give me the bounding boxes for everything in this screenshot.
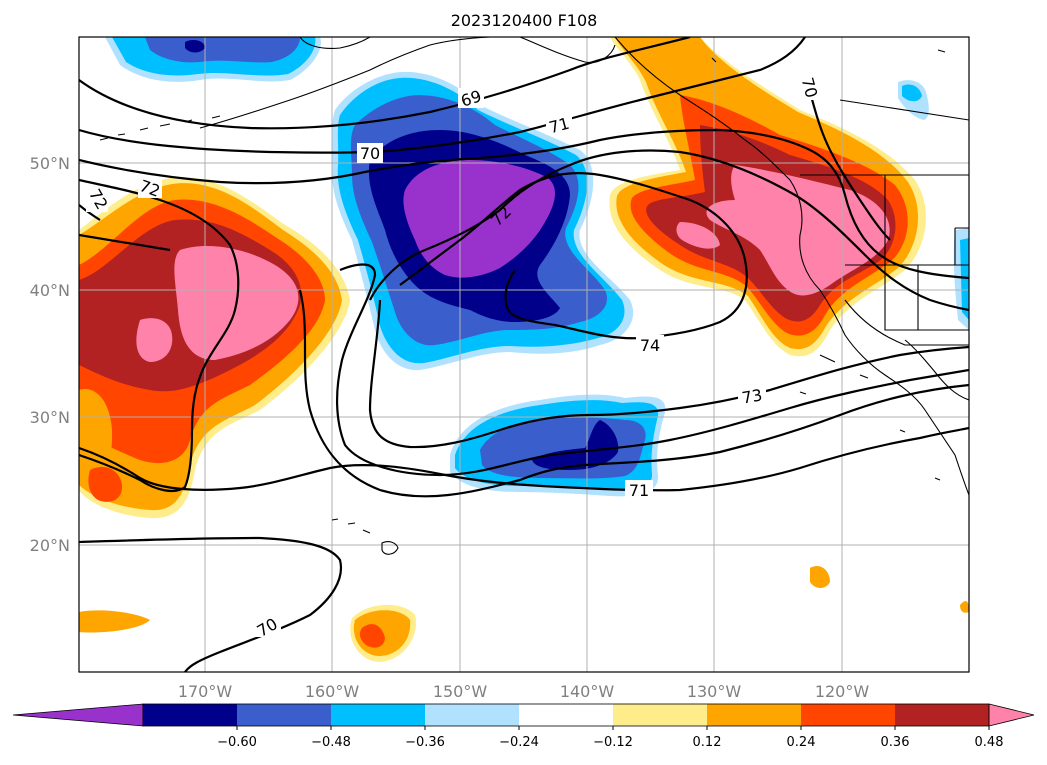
colorbar-tick-label: 0.36 <box>881 735 910 750</box>
contour-label-74: 74 <box>640 336 660 355</box>
graticule <box>79 37 969 672</box>
contour-label-71-south: 71 <box>629 481 649 500</box>
contour-label-73: 73 <box>740 385 763 407</box>
colorbar-segment <box>707 704 802 726</box>
map-content: 69 70 71 72 72 72 74 73 71 70 70 <box>79 37 969 672</box>
contour-label-70: 70 <box>360 144 380 163</box>
lat-label-30n: 30°N <box>30 408 70 427</box>
colorbar-segment <box>425 704 520 726</box>
contour-label-70-ne: 70 <box>798 75 822 100</box>
lon-label-120w: 120°W <box>815 682 870 701</box>
height-contours <box>79 37 969 672</box>
colorbar: −0.60 −0.48 −0.36 −0.24 −0.12 0.12 0.24 0.36 0.4… <box>12 703 1035 750</box>
colorbar-segment <box>895 704 990 726</box>
lon-label-130w: 130°W <box>687 682 742 701</box>
map-frame <box>78 36 970 673</box>
colorbar-outline <box>142 703 990 727</box>
longitude-labels: 170°W 160°W 150°W 140°W 130°W 120°W <box>178 682 870 701</box>
colorbar-extend-high <box>988 703 1035 727</box>
lon-label-150w: 150°W <box>433 682 488 701</box>
colorbar-tick-label: 0.48 <box>975 735 1004 750</box>
lon-label-170w: 170°W <box>178 682 233 701</box>
lat-label-20n: 20°N <box>30 536 70 555</box>
positive-anomaly-east <box>609 37 926 357</box>
colorbar-segment <box>519 704 614 726</box>
map-title: 2023120400 F108 <box>451 11 598 30</box>
lon-label-160w: 160°W <box>305 682 360 701</box>
lat-label-40n: 40°N <box>30 281 70 300</box>
lat-label-50n: 50°N <box>30 154 70 173</box>
colorbar-segment <box>801 704 896 726</box>
colorbar-segment <box>143 704 238 726</box>
colorbar-tick-label: −0.24 <box>499 735 539 750</box>
colorbar-tick-label: −0.48 <box>311 735 351 750</box>
colorbar-extend-low <box>12 703 144 727</box>
colorbar-tick-label: −0.60 <box>217 735 257 750</box>
colorbar-segment <box>237 704 332 726</box>
contour-labels: 69 70 71 72 72 72 74 73 71 70 70 <box>85 74 821 641</box>
colorbar-segment <box>613 704 708 726</box>
colorbar-tick-label: −0.12 <box>593 735 633 750</box>
coastlines <box>99 37 969 555</box>
colorbar-tick-label: 0.24 <box>787 735 816 750</box>
contour-label-71: 71 <box>547 114 572 138</box>
latitude-labels: 50°N 40°N 30°N 20°N <box>30 154 70 555</box>
colorbar-tick-label: −0.36 <box>405 735 445 750</box>
positive-anomaly-small <box>350 565 969 662</box>
colorbar-segment <box>331 704 426 726</box>
colorbar-tick-label: 0.12 <box>693 735 722 750</box>
lon-label-140w: 140°W <box>560 682 615 701</box>
